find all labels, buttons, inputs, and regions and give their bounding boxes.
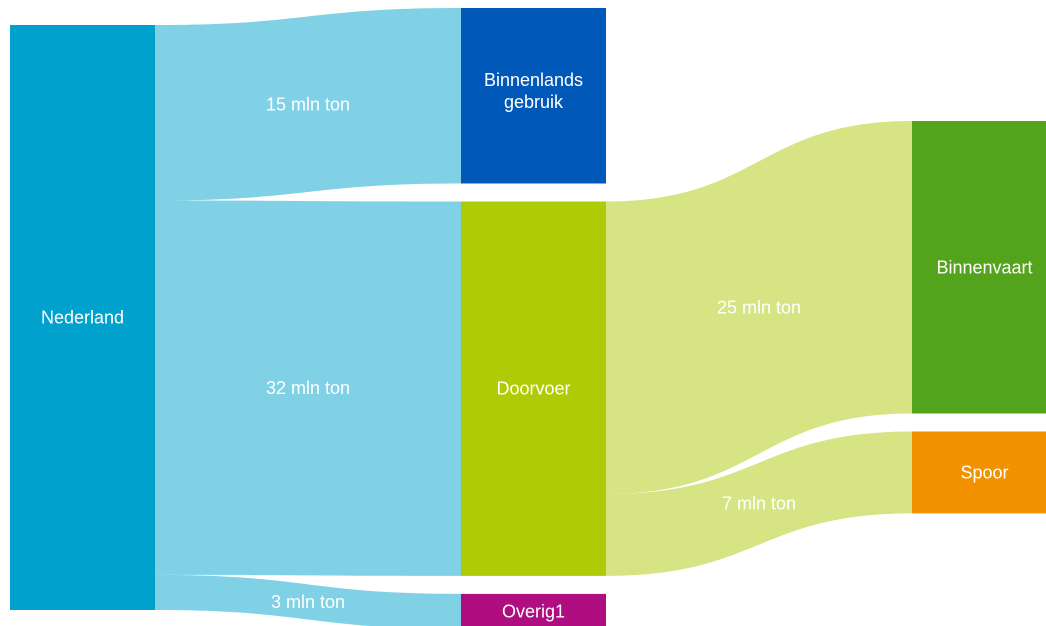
node-binnenvaart: [912, 121, 1046, 414]
node-label-doorvoer: Doorvoer: [496, 379, 570, 399]
node-label-binnenlands-line-0: Binnenlands: [484, 70, 583, 90]
link-nederland-overig1: [155, 574, 461, 626]
node-label-spoor: Spoor: [960, 462, 1008, 482]
link-label-nederland-binnenlands: 15 mln ton: [266, 94, 350, 114]
link-label-doorvoer-binnenvaart: 25 mln ton: [717, 298, 801, 318]
node-binnenlands: [461, 8, 606, 184]
node-overig1: [461, 593, 606, 626]
node-label-overig1: Overig1: [502, 601, 565, 621]
node-nederland: [10, 25, 155, 610]
link-label-nederland-doorvoer: 32 mln ton: [266, 378, 350, 398]
link-nederland-doorvoer: [155, 200, 461, 576]
node-label-binnenvaart: Binnenvaart: [936, 257, 1032, 277]
node-doorvoer: [461, 201, 606, 576]
node-spoor: [912, 431, 1046, 514]
links-group: [155, 8, 912, 626]
link-label-nederland-overig1: 3 mln ton: [271, 592, 345, 612]
link-doorvoer-binnenvaart: [606, 121, 912, 494]
node-label-nederland: Nederland: [41, 308, 124, 328]
node-label-binnenlands-line-1: gebruik: [504, 92, 564, 112]
link-doorvoer-spoor: [606, 431, 912, 576]
nodes-group: [10, 8, 1046, 626]
link-nederland-binnenlands: [155, 8, 461, 201]
link-label-doorvoer-spoor: 7 mln ton: [722, 494, 796, 514]
labels-group: 15 mln ton 32 mln ton 3 mln ton 25 mln ton 7…: [41, 70, 1033, 622]
